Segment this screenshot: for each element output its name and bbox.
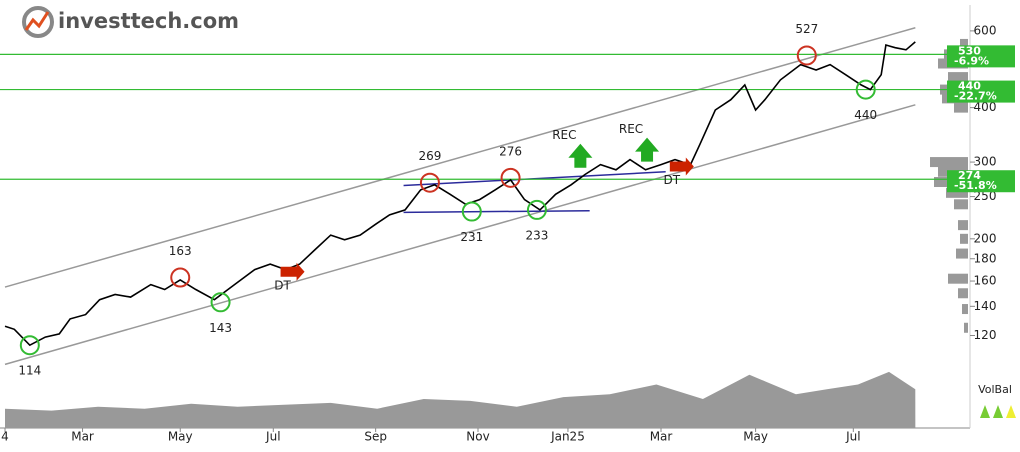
extreme-label: 231 bbox=[460, 230, 483, 244]
signal-label: DT bbox=[274, 278, 291, 292]
level-value: 274 bbox=[958, 169, 981, 182]
extreme-label: 527 bbox=[795, 22, 818, 36]
extreme-marker bbox=[855, 79, 876, 100]
y-tick-label: 120 bbox=[974, 328, 997, 342]
extreme-marker bbox=[461, 201, 482, 222]
level-box bbox=[947, 80, 1015, 103]
extreme-label: 440 bbox=[854, 108, 877, 122]
level-change: -6.9% bbox=[954, 54, 989, 67]
logo-text: investtech.com bbox=[58, 9, 239, 33]
y-tick-label: 600 bbox=[974, 23, 997, 37]
level-value: 530 bbox=[958, 44, 981, 57]
x-tick-label: May bbox=[743, 430, 768, 444]
signal-arrow bbox=[280, 262, 305, 281]
x-tick-label: May bbox=[168, 430, 193, 444]
volume-profile-bar bbox=[962, 304, 968, 315]
x-tick-label: Sep bbox=[364, 430, 387, 444]
extreme-marker bbox=[210, 292, 231, 313]
signal-label: REC bbox=[552, 128, 576, 142]
volume-profile-bar bbox=[948, 273, 968, 284]
x-tick-label: Mar bbox=[650, 430, 673, 444]
extreme-label: 269 bbox=[418, 149, 441, 163]
extreme-marker bbox=[170, 267, 191, 288]
x-tick-label: Nov bbox=[466, 430, 489, 444]
extreme-label: 114 bbox=[18, 364, 41, 378]
y-tick-label: 200 bbox=[974, 231, 997, 245]
y-tick-label: 160 bbox=[974, 274, 997, 288]
volume-profile-bar bbox=[960, 233, 968, 244]
volbal-icons bbox=[980, 405, 1016, 418]
signal-label: REC bbox=[619, 122, 643, 136]
x-tick-label: 4 bbox=[1, 430, 9, 444]
signal-label: DT bbox=[664, 173, 681, 187]
volume-profile-bar bbox=[948, 72, 968, 83]
volume-profile-bar bbox=[960, 38, 968, 49]
level-box bbox=[947, 170, 1015, 193]
channel-line bbox=[4, 27, 916, 288]
extreme-marker bbox=[419, 172, 440, 193]
level-change: -51.8% bbox=[954, 179, 997, 192]
channel-line bbox=[4, 104, 916, 366]
extreme-marker bbox=[19, 335, 40, 356]
price-line bbox=[4, 41, 916, 347]
extreme-marker bbox=[796, 45, 817, 66]
x-tick-label: Jul bbox=[845, 430, 860, 444]
volume-label: VolBal bbox=[978, 383, 1012, 396]
extreme-label: 143 bbox=[209, 321, 232, 335]
signal-arrow bbox=[568, 143, 593, 168]
volume-profile-bar bbox=[930, 157, 968, 168]
y-tick-label: 250 bbox=[974, 189, 997, 203]
y-tick-label: 400 bbox=[974, 100, 997, 114]
volume-profile-bar bbox=[956, 248, 968, 259]
x-tick-label: Mar bbox=[71, 430, 94, 444]
extreme-label: 233 bbox=[525, 228, 548, 242]
level-box bbox=[947, 45, 1015, 68]
volume-profile-bar bbox=[958, 220, 968, 231]
volume-profile-bar bbox=[958, 288, 968, 299]
volume-profile-bar bbox=[954, 102, 968, 113]
volume-profile-bar bbox=[954, 199, 968, 210]
signal-arrow bbox=[669, 157, 694, 176]
level-change: -22.7% bbox=[954, 90, 997, 103]
extreme-label: 163 bbox=[169, 244, 192, 258]
logo-icon bbox=[22, 6, 54, 38]
level-value: 440 bbox=[958, 80, 981, 93]
volume-area bbox=[5, 371, 916, 428]
volume-profile-bar bbox=[946, 187, 968, 198]
trend-line bbox=[403, 209, 590, 214]
signal-arrow bbox=[635, 137, 660, 162]
x-tick-label: Jul bbox=[265, 430, 280, 444]
x-tick-label: Jan25 bbox=[550, 430, 585, 444]
y-tick-label: 140 bbox=[974, 299, 997, 313]
extreme-label: 276 bbox=[499, 144, 522, 158]
y-tick-label: 300 bbox=[974, 155, 997, 169]
y-tick-label: 180 bbox=[974, 251, 997, 265]
extreme-marker bbox=[526, 199, 547, 220]
volume-profile-bar bbox=[964, 322, 968, 333]
extreme-marker bbox=[500, 167, 521, 188]
